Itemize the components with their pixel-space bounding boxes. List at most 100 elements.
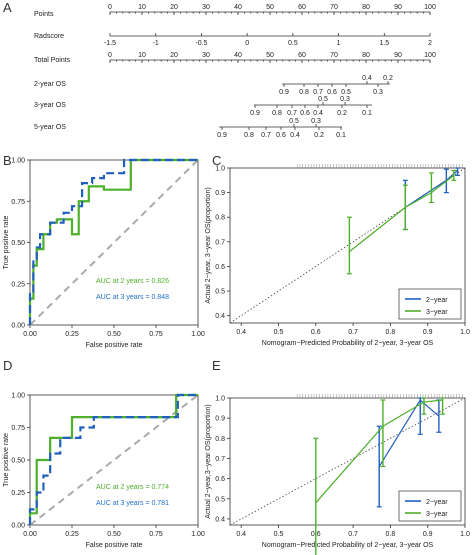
5year-os-tick-label: 0.3 [311, 118, 321, 125]
panel-c: 0.4 0.5 0.6 0.7 0.8 0.9 1.0 0.4 0.5 0.6 0.7 0.8 0.9 1… [205, 164, 470, 347]
radscore-tick-label: 1 [337, 40, 341, 47]
x-tick-label: 0.00 [23, 331, 37, 338]
2year-os-tick-label: 0.3 [373, 89, 383, 96]
y-axis-label: Actual 2−year, 3−year OS(proportion) [205, 187, 212, 303]
x-tick-label: 0.25 [65, 331, 79, 338]
nomogram-label-points: Points [34, 11, 54, 18]
total-points-tick-label: 60 [298, 52, 306, 59]
legend-box [398, 490, 462, 522]
2year-os-tick-label: 0.6 [327, 89, 337, 96]
5year-os-tick-label: 0.8 [244, 132, 254, 139]
total-points-tick-label: 40 [234, 52, 242, 59]
auc-annotation: AUC at 3 years = 0.848 [96, 294, 169, 301]
x-tick-label: 0.75 [149, 331, 163, 338]
y-tick-label: 0.4 [215, 516, 225, 523]
reference-diagonal [29, 159, 199, 326]
y-axis-label: True positive rate [3, 215, 10, 269]
points-tick-label: 70 [330, 4, 338, 11]
x-tick-label: 0.5 [274, 329, 284, 336]
total-points-tick-label: 70 [330, 52, 338, 59]
y-tick-label: 0.50 [11, 458, 25, 465]
total-points-tick-label: 20 [170, 52, 178, 59]
y-tick-label: 0.8 [215, 215, 225, 222]
2year-os-tick-label: 0.2 [383, 75, 393, 82]
calibration-line [378, 399, 440, 467]
x-tick-label: 0.9 [423, 531, 433, 538]
2year-os-tick-label: 0.9 [279, 89, 289, 96]
legend-label: 2−year [426, 499, 448, 506]
legend-box [398, 288, 462, 320]
calibration-line [315, 399, 443, 504]
points-tick-label: 80 [362, 4, 370, 11]
5year-os-tick-label: 0.9 [217, 132, 227, 139]
3year-os-tick-label: 0.4 [313, 110, 323, 117]
2year-os-tick-label: 0.7 [313, 89, 323, 96]
x-axis-label: Nomogram−Predicted Probability of 2−year… [262, 340, 434, 347]
x-axis-label: False positive rate [86, 342, 143, 349]
y-tick-label: 0.75 [11, 199, 25, 206]
y-tick-label: 0.5 [215, 496, 225, 503]
points-tick-label: 100 [424, 4, 436, 11]
3year-os-tick-label: 0.6 [300, 110, 310, 117]
panel-label-b: B [3, 153, 12, 168]
5year-os-tick-label: 0.2 [314, 132, 324, 139]
x-tick-label: 1.0 [460, 329, 470, 336]
5year-os-tick-label: 0.1 [336, 132, 346, 139]
points-tick-label: 40 [234, 4, 242, 11]
auc-annotation: AUC at 2 years = 0.826 [96, 278, 169, 285]
y-tick-label: 0.00 [11, 523, 25, 530]
nomogram-label-radscore: Radscore [34, 33, 64, 40]
legend-label: 3−year [426, 511, 448, 518]
2year-os-tick-label: 0.8 [299, 89, 309, 96]
x-tick-label: 0.50 [107, 531, 121, 538]
x-tick-label: 1.00 [191, 331, 205, 338]
y-tick-label: 0.25 [11, 281, 25, 288]
panel-label-a: A [3, 0, 12, 15]
x-tick-label: 0.25 [65, 531, 79, 538]
y-tick-label: 0.6 [215, 264, 225, 271]
legend-label: 2−year [426, 297, 448, 304]
y-tick-label: 0.75 [11, 425, 25, 432]
total-points-tick-label: 90 [394, 52, 402, 59]
chart-panels: 0.00 0.25 0.50 0.75 1.000.000.250.500.751.00… [3, 158, 470, 555]
panel-label-c: C [212, 153, 221, 168]
y-tick-label: 1.00 [11, 158, 25, 165]
radscore-tick-label: 0.5 [288, 40, 298, 47]
panel-label-e: E [212, 358, 221, 373]
2year-os-tick-label: 0.4 [362, 75, 372, 82]
5year-os-tick-label: 0.4 [290, 132, 300, 139]
x-tick-label: 1.00 [191, 531, 205, 538]
total-points-tick-label: 10 [138, 52, 146, 59]
2year-os-tick-label: 0.5 [341, 89, 351, 96]
5year-os-tick-label: 0.7 [261, 132, 271, 139]
y-tick-label: 0.25 [11, 490, 25, 497]
roc-curve-3year [28, 393, 198, 525]
ideal-line [229, 397, 466, 526]
points-tick-label: 10 [138, 4, 146, 11]
nomogram-label-5year: 5-year OS [34, 124, 66, 131]
y-tick-label: 0.00 [11, 323, 25, 330]
y-tick-label: 0.7 [215, 456, 225, 463]
x-tick-label: 0.4 [236, 329, 246, 336]
3year-os-tick-label: 0.5 [318, 96, 328, 103]
y-tick-label: 0.6 [215, 476, 225, 483]
nomogram: 0 10 20 30 40 50 60 70 80 90 100-1.5 -1 -0.5 0 0.5 1 1.5… [104, 4, 436, 139]
3year-os-tick-label: 0.1 [362, 110, 372, 117]
5year-os-tick-label: 0.5 [289, 118, 299, 125]
points-tick-label: 60 [298, 4, 306, 11]
radscore-tick-label: -1 [153, 40, 159, 47]
points-tick-label: 50 [266, 4, 274, 11]
panel-label-d: D [3, 358, 12, 373]
x-tick-label: 0.7 [348, 531, 358, 538]
radscore-tick-label: -1.5 [104, 40, 116, 47]
panel-b: 0.00 0.25 0.50 0.75 1.00 0.00 0.25 0.50 0.75 1.00… [3, 158, 205, 350]
y-axis-label: True positive rate [3, 433, 10, 487]
y-tick-label: 1.0 [215, 166, 225, 173]
y-tick-label: 0.8 [215, 436, 225, 443]
x-tick-label: 0.8 [386, 531, 396, 538]
3year-os-tick-label: 0.7 [287, 110, 297, 117]
y-axis-label: Actual 2−year,3−year OS(proportion) [205, 404, 212, 518]
roc-curve-3year [28, 158, 198, 325]
x-tick-label: 1.0 [460, 531, 470, 538]
nomogram-label-3year: 3-year OS [34, 102, 66, 109]
